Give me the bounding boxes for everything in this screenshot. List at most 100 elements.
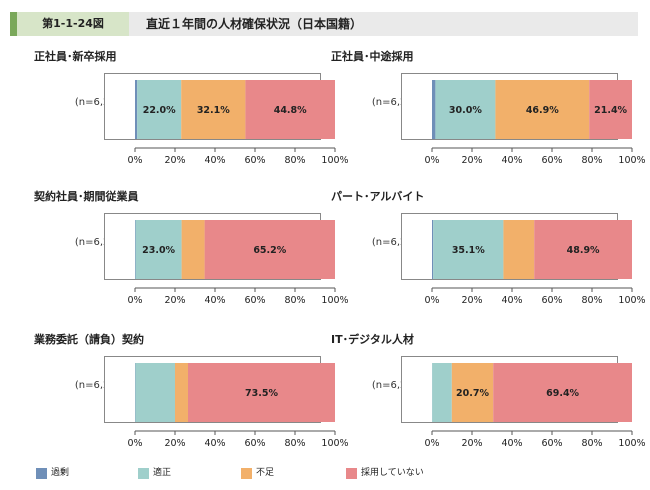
- x-tick-label: 0%: [127, 295, 142, 306]
- panel-title: 契約社員･期間従業員: [34, 190, 139, 203]
- bar-segment-excess: [432, 80, 436, 139]
- x-tick-label: 60%: [541, 155, 562, 166]
- x-tick-label: 60%: [244, 155, 265, 166]
- bar-segment-not-hiring: [245, 80, 335, 139]
- chart-legend: 過剰 適正 不足 採用していない: [36, 467, 636, 481]
- panel-title: 正社員･中途採用: [331, 50, 414, 63]
- bar-segment-shortage: [503, 220, 535, 279]
- chart-panel-4: パート･アルバイト (n=6,243) 35.1% 48.9% 0% 20% 40% 60…: [331, 188, 646, 306]
- legend-swatch: [138, 468, 149, 479]
- header-accent-bar: [10, 12, 17, 36]
- x-tick-label: 0%: [127, 438, 142, 449]
- legend-label: 適正: [153, 468, 172, 478]
- bar-segment-appropriate: [135, 220, 182, 279]
- figure-header: 第1-1-24図 直近１年間の人材確保状況（日本国籍）: [10, 12, 638, 36]
- bar-value-label: 23.0%: [142, 245, 175, 256]
- panel-title: IT･デジタル人材: [331, 333, 414, 346]
- stacked-bar-chart: 73.5% 0% 20% 40% 60% 80% 100%: [127, 363, 349, 449]
- x-tick-label: 60%: [541, 295, 562, 306]
- bar-segment-shortage: [181, 80, 246, 139]
- x-tick-label: 40%: [501, 155, 522, 166]
- sample-size-label: (n=6,234): [371, 380, 423, 391]
- legend-label: 採用していない: [361, 468, 424, 478]
- bar-value-label: 20.7%: [456, 388, 489, 399]
- sample-size-label: (n=6,234): [74, 380, 126, 391]
- chart-panel-1: 正社員･新卒採用 (n=6,262) 22.0% 32.1% 44.8% 0% 20% 4…: [34, 48, 349, 166]
- bar-segment-not-hiring: [589, 80, 632, 139]
- legend-swatch: [36, 468, 47, 479]
- x-tick-label: 60%: [244, 438, 265, 449]
- x-tick-label: 40%: [501, 438, 522, 449]
- legend-swatch: [241, 468, 252, 479]
- bar-segment-shortage: [451, 363, 494, 422]
- bar-segment-not-hiring: [204, 220, 335, 279]
- chart-panel-2: 正社員･中途採用 (n=6,248) 30.0% 46.9% 21.4% 0% 20% 4…: [331, 48, 646, 166]
- x-tick-label: 80%: [581, 155, 602, 166]
- bar-segment-excess: [135, 80, 138, 139]
- x-tick-label: 0%: [424, 295, 439, 306]
- x-tick-label: 20%: [461, 155, 482, 166]
- x-tick-label: 100%: [321, 438, 348, 449]
- legend-label: 過剰: [51, 468, 70, 478]
- x-tick-label: 0%: [424, 438, 439, 449]
- x-tick-label: 40%: [501, 295, 522, 306]
- x-tick-label: 60%: [541, 438, 562, 449]
- bar-value-label: 69.4%: [546, 388, 579, 399]
- x-tick-label: 20%: [461, 438, 482, 449]
- bar-value-label: 48.9%: [567, 245, 600, 256]
- x-tick-label: 100%: [618, 155, 645, 166]
- figure-number: 第1-1-24図: [17, 12, 129, 36]
- bar-value-label: 32.1%: [197, 105, 230, 116]
- x-tick-label: 20%: [164, 295, 185, 306]
- bar-segment-not-hiring: [534, 220, 632, 279]
- sample-size-label: (n=6,243): [74, 237, 126, 248]
- chart-panel-6: IT･デジタル人材 (n=6,234) 20.7% 69.4% 0% 20% 40% 60…: [331, 331, 646, 449]
- x-tick-label: 20%: [164, 438, 185, 449]
- x-tick-label: 100%: [618, 438, 645, 449]
- bar-segment-appropriate: [435, 80, 496, 139]
- x-tick-label: 100%: [321, 155, 348, 166]
- x-tick-label: 80%: [581, 295, 602, 306]
- stacked-bar-chart: 30.0% 46.9% 21.4% 0% 20% 40% 60% 80% 100%: [424, 80, 646, 166]
- x-tick-label: 0%: [127, 155, 142, 166]
- sample-size-label: (n=6,262): [74, 97, 126, 108]
- bar-value-label: 65.2%: [253, 245, 286, 256]
- x-tick-label: 40%: [204, 295, 225, 306]
- sample-size-label: (n=6,243): [371, 237, 423, 248]
- bar-segment-excess: [135, 220, 136, 279]
- stacked-bar-chart: 20.7% 69.4% 0% 20% 40% 60% 80% 100%: [424, 363, 646, 449]
- bar-segment-excess: [432, 220, 434, 279]
- bar-value-label: 22.0%: [143, 105, 176, 116]
- bar-segment-not-hiring: [493, 363, 632, 422]
- figure-title: 直近１年間の人材確保状況（日本国籍）: [146, 17, 363, 31]
- x-tick-label: 60%: [244, 295, 265, 306]
- bar-segment-shortage: [175, 363, 188, 422]
- x-tick-label: 80%: [581, 438, 602, 449]
- bar-value-label: 73.5%: [245, 388, 278, 399]
- bar-value-label: 44.8%: [274, 105, 307, 116]
- legend-label: 不足: [256, 468, 275, 478]
- bar-segment-appropriate: [432, 363, 452, 422]
- x-tick-label: 100%: [618, 295, 645, 306]
- x-tick-label: 40%: [204, 155, 225, 166]
- x-tick-label: 0%: [424, 155, 439, 166]
- bar-segment-not-hiring: [188, 363, 335, 422]
- legend-swatch: [346, 468, 357, 479]
- stacked-bar-chart: 35.1% 48.9% 0% 20% 40% 60% 80% 100%: [424, 220, 646, 306]
- bar-segment-appropriate: [135, 363, 175, 422]
- stacked-bar-chart: 23.0% 65.2% 0% 20% 40% 60% 80% 100%: [127, 220, 349, 306]
- bar-value-label: 30.0%: [449, 105, 482, 116]
- bar-segment-appropriate: [137, 80, 182, 139]
- bar-value-label: 46.9%: [526, 105, 559, 116]
- x-tick-label: 40%: [204, 438, 225, 449]
- chart-panel-3: 契約社員･期間従業員 (n=6,243) 23.0% 65.2% 0% 20% 40% 6…: [34, 188, 349, 306]
- sample-size-label: (n=6,248): [371, 97, 423, 108]
- bar-value-label: 35.1%: [452, 245, 485, 256]
- x-tick-label: 80%: [284, 155, 305, 166]
- x-tick-label: 80%: [284, 295, 305, 306]
- bar-segment-shortage: [181, 220, 205, 279]
- x-tick-label: 100%: [321, 295, 348, 306]
- panel-title: 業務委託（請負）契約: [34, 333, 144, 346]
- bar-segment-appropriate: [433, 220, 504, 279]
- panel-title: 正社員･新卒採用: [34, 50, 117, 63]
